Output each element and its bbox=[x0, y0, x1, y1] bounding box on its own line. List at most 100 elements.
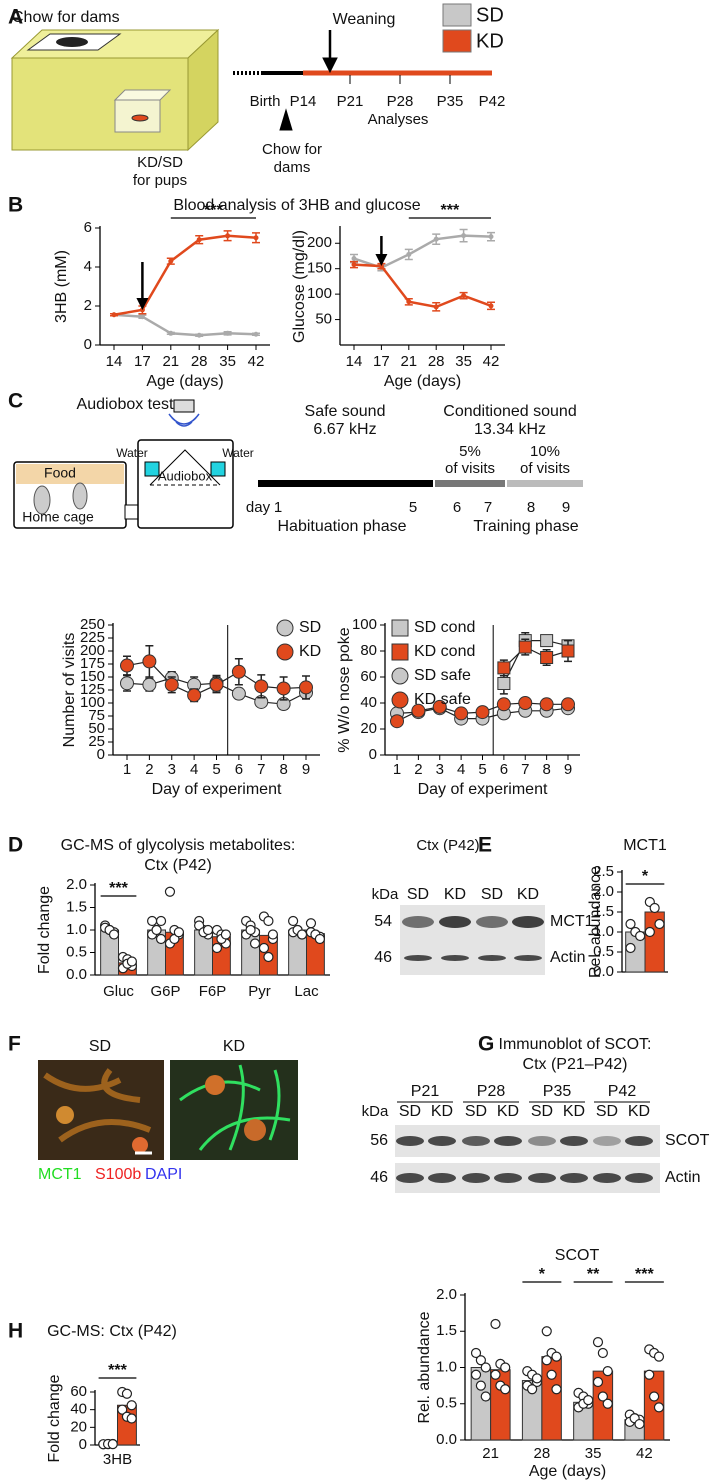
cell bbox=[205, 1075, 225, 1095]
label: Safe sound bbox=[305, 403, 386, 420]
lane-label: KD bbox=[497, 1103, 519, 1120]
series-line bbox=[503, 646, 569, 669]
timeline-label: Birth bbox=[250, 93, 281, 110]
marker bbox=[168, 330, 174, 336]
timeline-label: P21 bbox=[337, 93, 364, 110]
marker bbox=[299, 680, 313, 695]
x-axis-label: Day of experiment bbox=[152, 781, 282, 798]
y-tick-label: 0 bbox=[79, 1436, 87, 1453]
label: Water bbox=[222, 446, 254, 460]
label: 6.67 kHz bbox=[313, 421, 376, 438]
series-line bbox=[113, 313, 257, 337]
label: Weaning bbox=[333, 11, 396, 28]
marker bbox=[231, 664, 246, 679]
y-tick-label: 200 bbox=[307, 234, 332, 251]
timeline-label: P42 bbox=[479, 93, 506, 110]
data-point bbox=[202, 924, 214, 936]
data-point bbox=[531, 1373, 543, 1384]
x-tick-label: 1 bbox=[123, 761, 131, 778]
chart-subtitle: Ctx (P42) bbox=[144, 857, 212, 874]
data-point bbox=[597, 1391, 608, 1402]
x-tick-label: 35 bbox=[585, 1445, 602, 1462]
data-point bbox=[500, 1362, 511, 1373]
legend-label: SD safe bbox=[414, 667, 471, 684]
x-axis-label: Day of experiment bbox=[418, 781, 548, 798]
lane-label: SD bbox=[596, 1103, 618, 1120]
band bbox=[462, 1136, 490, 1146]
lane-label: KD bbox=[431, 1103, 453, 1120]
x-tick-label: G6P bbox=[150, 983, 180, 1000]
bar bbox=[490, 1369, 511, 1441]
label: day bbox=[246, 499, 271, 516]
y-axis-label: 3HB (mM) bbox=[53, 250, 70, 323]
data-point bbox=[151, 924, 162, 936]
x-tick-label: 3HB bbox=[103, 1451, 132, 1468]
band bbox=[428, 1173, 456, 1183]
data-point bbox=[470, 1347, 482, 1359]
data-point bbox=[546, 1369, 557, 1380]
bar bbox=[541, 1356, 562, 1441]
marker bbox=[111, 312, 117, 318]
marker bbox=[142, 677, 157, 692]
series-line bbox=[353, 234, 492, 270]
data-point bbox=[602, 1366, 613, 1377]
band bbox=[593, 1173, 621, 1183]
x-tick-label: 6 bbox=[500, 761, 508, 778]
data-point bbox=[583, 1395, 594, 1406]
data-point bbox=[541, 1355, 552, 1366]
cell bbox=[244, 1119, 266, 1141]
data-point bbox=[470, 1369, 482, 1380]
protein-label: Actin bbox=[665, 1169, 701, 1186]
label: 5% bbox=[459, 443, 481, 460]
data-point bbox=[288, 915, 299, 927]
y-tick-label: 100 bbox=[80, 694, 105, 711]
data-point bbox=[263, 951, 274, 963]
y-tick-label: 40 bbox=[70, 1401, 87, 1418]
y-tick-label: 150 bbox=[307, 260, 332, 277]
training-bar-5 bbox=[435, 480, 505, 487]
panel-label: C bbox=[8, 390, 23, 413]
band bbox=[441, 955, 469, 961]
x-tick-label: 28 bbox=[428, 353, 445, 370]
kda-marker: 54 bbox=[374, 913, 392, 930]
x-tick-label: 2 bbox=[145, 761, 153, 778]
data-point bbox=[126, 1413, 137, 1424]
label: SD bbox=[89, 1038, 111, 1055]
band bbox=[478, 955, 506, 961]
lane-label: SD bbox=[481, 886, 503, 903]
x-tick-label: 4 bbox=[190, 761, 198, 778]
legend-marker bbox=[276, 619, 294, 637]
label: Audiobox bbox=[158, 468, 213, 483]
blot-g bbox=[395, 1125, 660, 1193]
marker bbox=[496, 697, 511, 712]
data-point bbox=[121, 1388, 133, 1399]
data-point bbox=[592, 1337, 604, 1348]
y-tick-label: 2.0 bbox=[593, 883, 614, 900]
legend-label: SD cond bbox=[414, 619, 475, 636]
band bbox=[512, 916, 544, 928]
y-tick-label: 80 bbox=[360, 642, 377, 659]
marker bbox=[164, 677, 179, 692]
data-point bbox=[314, 933, 325, 945]
y-tick-label: 1.0 bbox=[436, 1358, 457, 1375]
x-tick-label: Pyr bbox=[248, 983, 271, 1000]
data-point bbox=[155, 933, 167, 945]
label: Habituation phase bbox=[278, 518, 407, 535]
x-tick-label: 21 bbox=[162, 353, 179, 370]
marker bbox=[488, 303, 494, 309]
lane-label: SD bbox=[465, 1103, 487, 1120]
data-point bbox=[634, 1418, 645, 1430]
lane-label: KD bbox=[628, 1103, 650, 1120]
kda-marker: 56 bbox=[370, 1132, 388, 1149]
band bbox=[404, 955, 432, 961]
band bbox=[462, 1173, 490, 1183]
marker bbox=[254, 679, 269, 694]
data-point bbox=[164, 886, 176, 897]
y-tick-label: 1.5 bbox=[593, 903, 614, 920]
y-tick-label: 25 bbox=[88, 733, 105, 750]
timepoint-label: P42 bbox=[608, 1083, 637, 1100]
x-tick-label: 9 bbox=[302, 761, 310, 778]
legend-label: KD safe bbox=[414, 691, 471, 708]
y-tick-label: 4 bbox=[84, 258, 92, 275]
